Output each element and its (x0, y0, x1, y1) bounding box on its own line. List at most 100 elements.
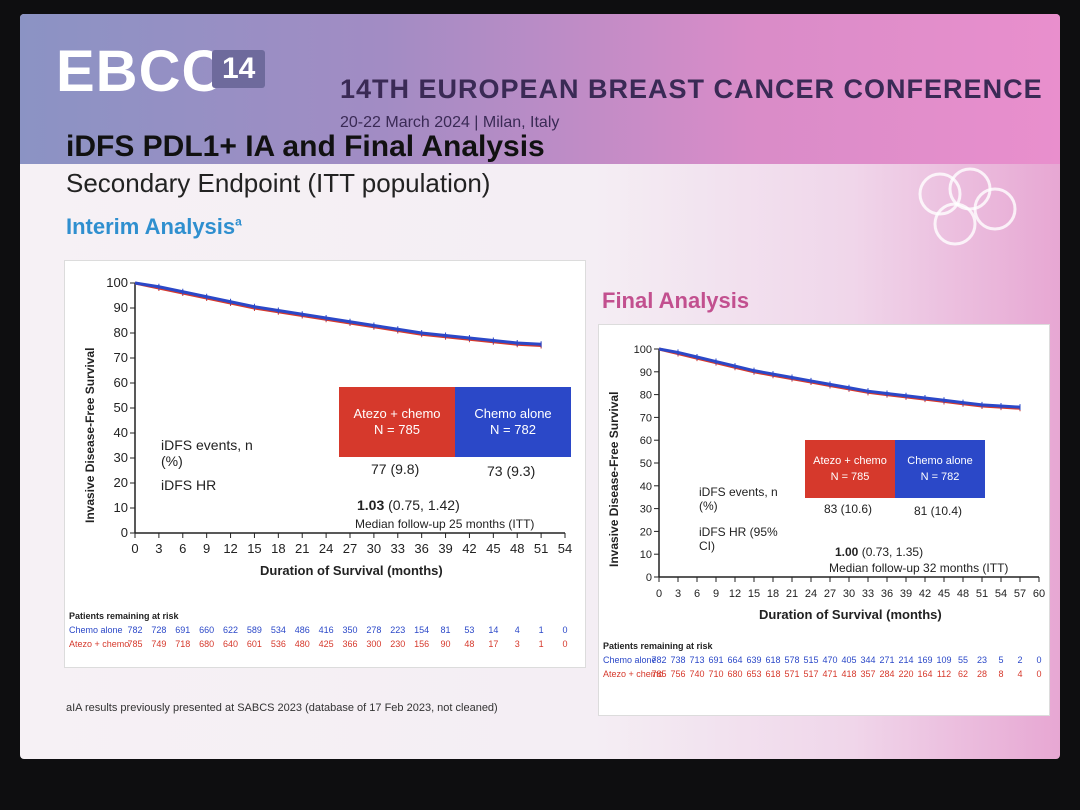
ia-y-tick-label: 70 (114, 350, 128, 365)
fa-risk-value: 214 (898, 655, 914, 665)
fa-hr-label: iDFS HR (95% CI) (699, 525, 778, 553)
ia-legend-n: N = 785 (374, 422, 420, 437)
ia-events-chemo: 73 (9.3) (487, 463, 536, 479)
fa-x-tick-label: 39 (900, 588, 912, 600)
ia-risk-value: 81 (440, 625, 451, 635)
ia-y-tick-label: 0 (121, 525, 128, 540)
conference-date: 20-22 March 2024 | Milan, Italy (340, 114, 560, 131)
ia-legend-n: N = 782 (490, 422, 536, 437)
fa-risk-value: 344 (860, 655, 876, 665)
ia-y-tick-label: 80 (114, 325, 128, 340)
fa-x-tick-label: 15 (748, 588, 760, 600)
fa-x-tick-label: 42 (919, 588, 931, 600)
ia-risk-value: 622 (223, 625, 239, 635)
fa-y-tick-label: 0 (646, 572, 652, 584)
header-band (20, 14, 1060, 164)
ia-risk-value: 534 (270, 625, 286, 635)
fa-risk-value: 357 (860, 669, 876, 679)
fa-x-tick-label: 18 (767, 588, 779, 600)
slide-subtitle: Secondary Endpoint (ITT population) (66, 168, 491, 198)
fa-events-chemo: 81 (10.4) (914, 504, 963, 518)
ia-risk-value: 230 (390, 639, 406, 649)
fa-risk-row-label: Chemo alone (603, 655, 657, 665)
ia-risk-value: 156 (414, 639, 430, 649)
ia-hr-label: iDFS HR (161, 477, 217, 493)
interim-analysis-panel: 0 10 20 30 40 50 60 70 80 90 100 0 3 6 9 12 15 18 21 24 27 30… (64, 260, 586, 668)
ia-risk-value: 14 (488, 625, 499, 635)
ia-median-followup: Median follow-up 25 months (ITT) (355, 517, 535, 531)
ia-risk-value: 0 (562, 625, 568, 635)
fa-risk-value: 785 (651, 669, 667, 679)
ia-y-tick-label: 40 (114, 425, 128, 440)
flower-logo-icon (918, 167, 1017, 246)
ebcc-logo-text: EBCC (56, 39, 225, 104)
fa-risk-value: 8 (998, 669, 1004, 679)
ia-x-axis-label: Duration of Survival (months) (260, 563, 443, 578)
ia-x-tick-label: 42 (462, 541, 476, 556)
ia-x-tick-label: 54 (558, 541, 572, 556)
ia-risk-value: 366 (342, 639, 358, 649)
ia-risk-value: 278 (366, 625, 382, 635)
ia-x-tick-label: 30 (367, 541, 381, 556)
ia-risk-value: 536 (270, 639, 286, 649)
ia-risk-value: 785 (127, 639, 143, 649)
final-analysis-title: Final Analysis (602, 288, 750, 313)
ia-risk-value: 300 (366, 639, 382, 649)
fa-legend-atezo: Atezo + chemo N = 785 (805, 440, 895, 498)
fa-risk-value: 5 (998, 655, 1004, 665)
ia-x-tick-label: 6 (179, 541, 186, 556)
ia-x-tick-label: 24 (319, 541, 333, 556)
fa-risk-value: 220 (898, 669, 914, 679)
fa-y-tick-label: 80 (640, 390, 652, 402)
ia-y-tick-label: 60 (114, 375, 128, 390)
ia-risk-value: 90 (440, 639, 451, 649)
fa-risk-row-label: Atezo + chemo (603, 669, 664, 679)
fa-y-tick-label: 60 (640, 435, 652, 447)
fa-risk-value: 169 (917, 655, 933, 665)
fa-risk-value: 4 (1017, 669, 1023, 679)
fa-x-tick-label: 27 (824, 588, 836, 600)
ia-x-tick-label: 48 (510, 541, 524, 556)
fa-risk-value: 691 (708, 655, 724, 665)
ia-series-line-1 (134, 281, 542, 346)
fa-risk-value: 109 (936, 655, 952, 665)
ia-x-tick-label: 9 (203, 541, 210, 556)
ia-risk-value: 718 (175, 639, 191, 649)
fa-risk-row-0: Chemo alone 782 738 713 691 664 639 618 578 515 47… (603, 655, 1045, 665)
fa-x-tick-label: 51 (976, 588, 988, 600)
fa-risk-value: 517 (803, 669, 819, 679)
ia-risk-value: 0 (562, 639, 568, 649)
fa-risk-value: 515 (803, 655, 819, 665)
fa-series-line-1 (658, 347, 1021, 409)
fa-hr: 1.00 (0.73, 1.35) (835, 545, 923, 559)
slide: EBCC 14 14TH EUROPEAN BREAST CANCER CONF… (20, 14, 1060, 759)
fa-x-tick-label: 3 (675, 588, 681, 600)
ia-hr: 1.03 (0.75, 1.42) (357, 497, 460, 513)
ia-risk-value: 486 (294, 625, 310, 635)
fa-y-axis-label: Invasive Disease-Free Survival (607, 391, 621, 567)
fa-y-tick-label: 50 (640, 458, 652, 470)
fa-hr-ci: (0.73, 1.35) (858, 545, 924, 559)
ia-y-tick-label: 50 (114, 400, 128, 415)
ia-y-tick-label: 10 (114, 500, 128, 515)
slide-title: iDFS PDL1+ IA and Final Analysis (66, 130, 545, 163)
ia-x-tick-label: 3 (155, 541, 162, 556)
fa-events-label: iDFS events, n (%) (699, 485, 778, 513)
fa-risk-value: 740 (689, 669, 705, 679)
ia-x-tick-label: 51 (534, 541, 548, 556)
fa-x-tick-label: 48 (957, 588, 969, 600)
fa-risk-value: 639 (746, 655, 762, 665)
ia-x-tick-label: 45 (486, 541, 500, 556)
fa-y-tick-label: 30 (640, 504, 652, 516)
ia-risk-value: 1 (538, 625, 544, 635)
ia-risk-value: 749 (151, 639, 167, 649)
fa-x-tick-label: 54 (995, 588, 1007, 600)
fa-risk-row-1: Atezo + chemo 785 756 740 710 680 653 618 571 517… (603, 669, 1045, 679)
ia-legend-atezo: Atezo + chemo N = 785 (339, 387, 455, 457)
fa-risk-value: 571 (784, 669, 800, 679)
ia-risk-value: 589 (246, 625, 262, 635)
ia-x-tick-label: 33 (391, 541, 405, 556)
ia-risk-value: 601 (246, 639, 262, 649)
